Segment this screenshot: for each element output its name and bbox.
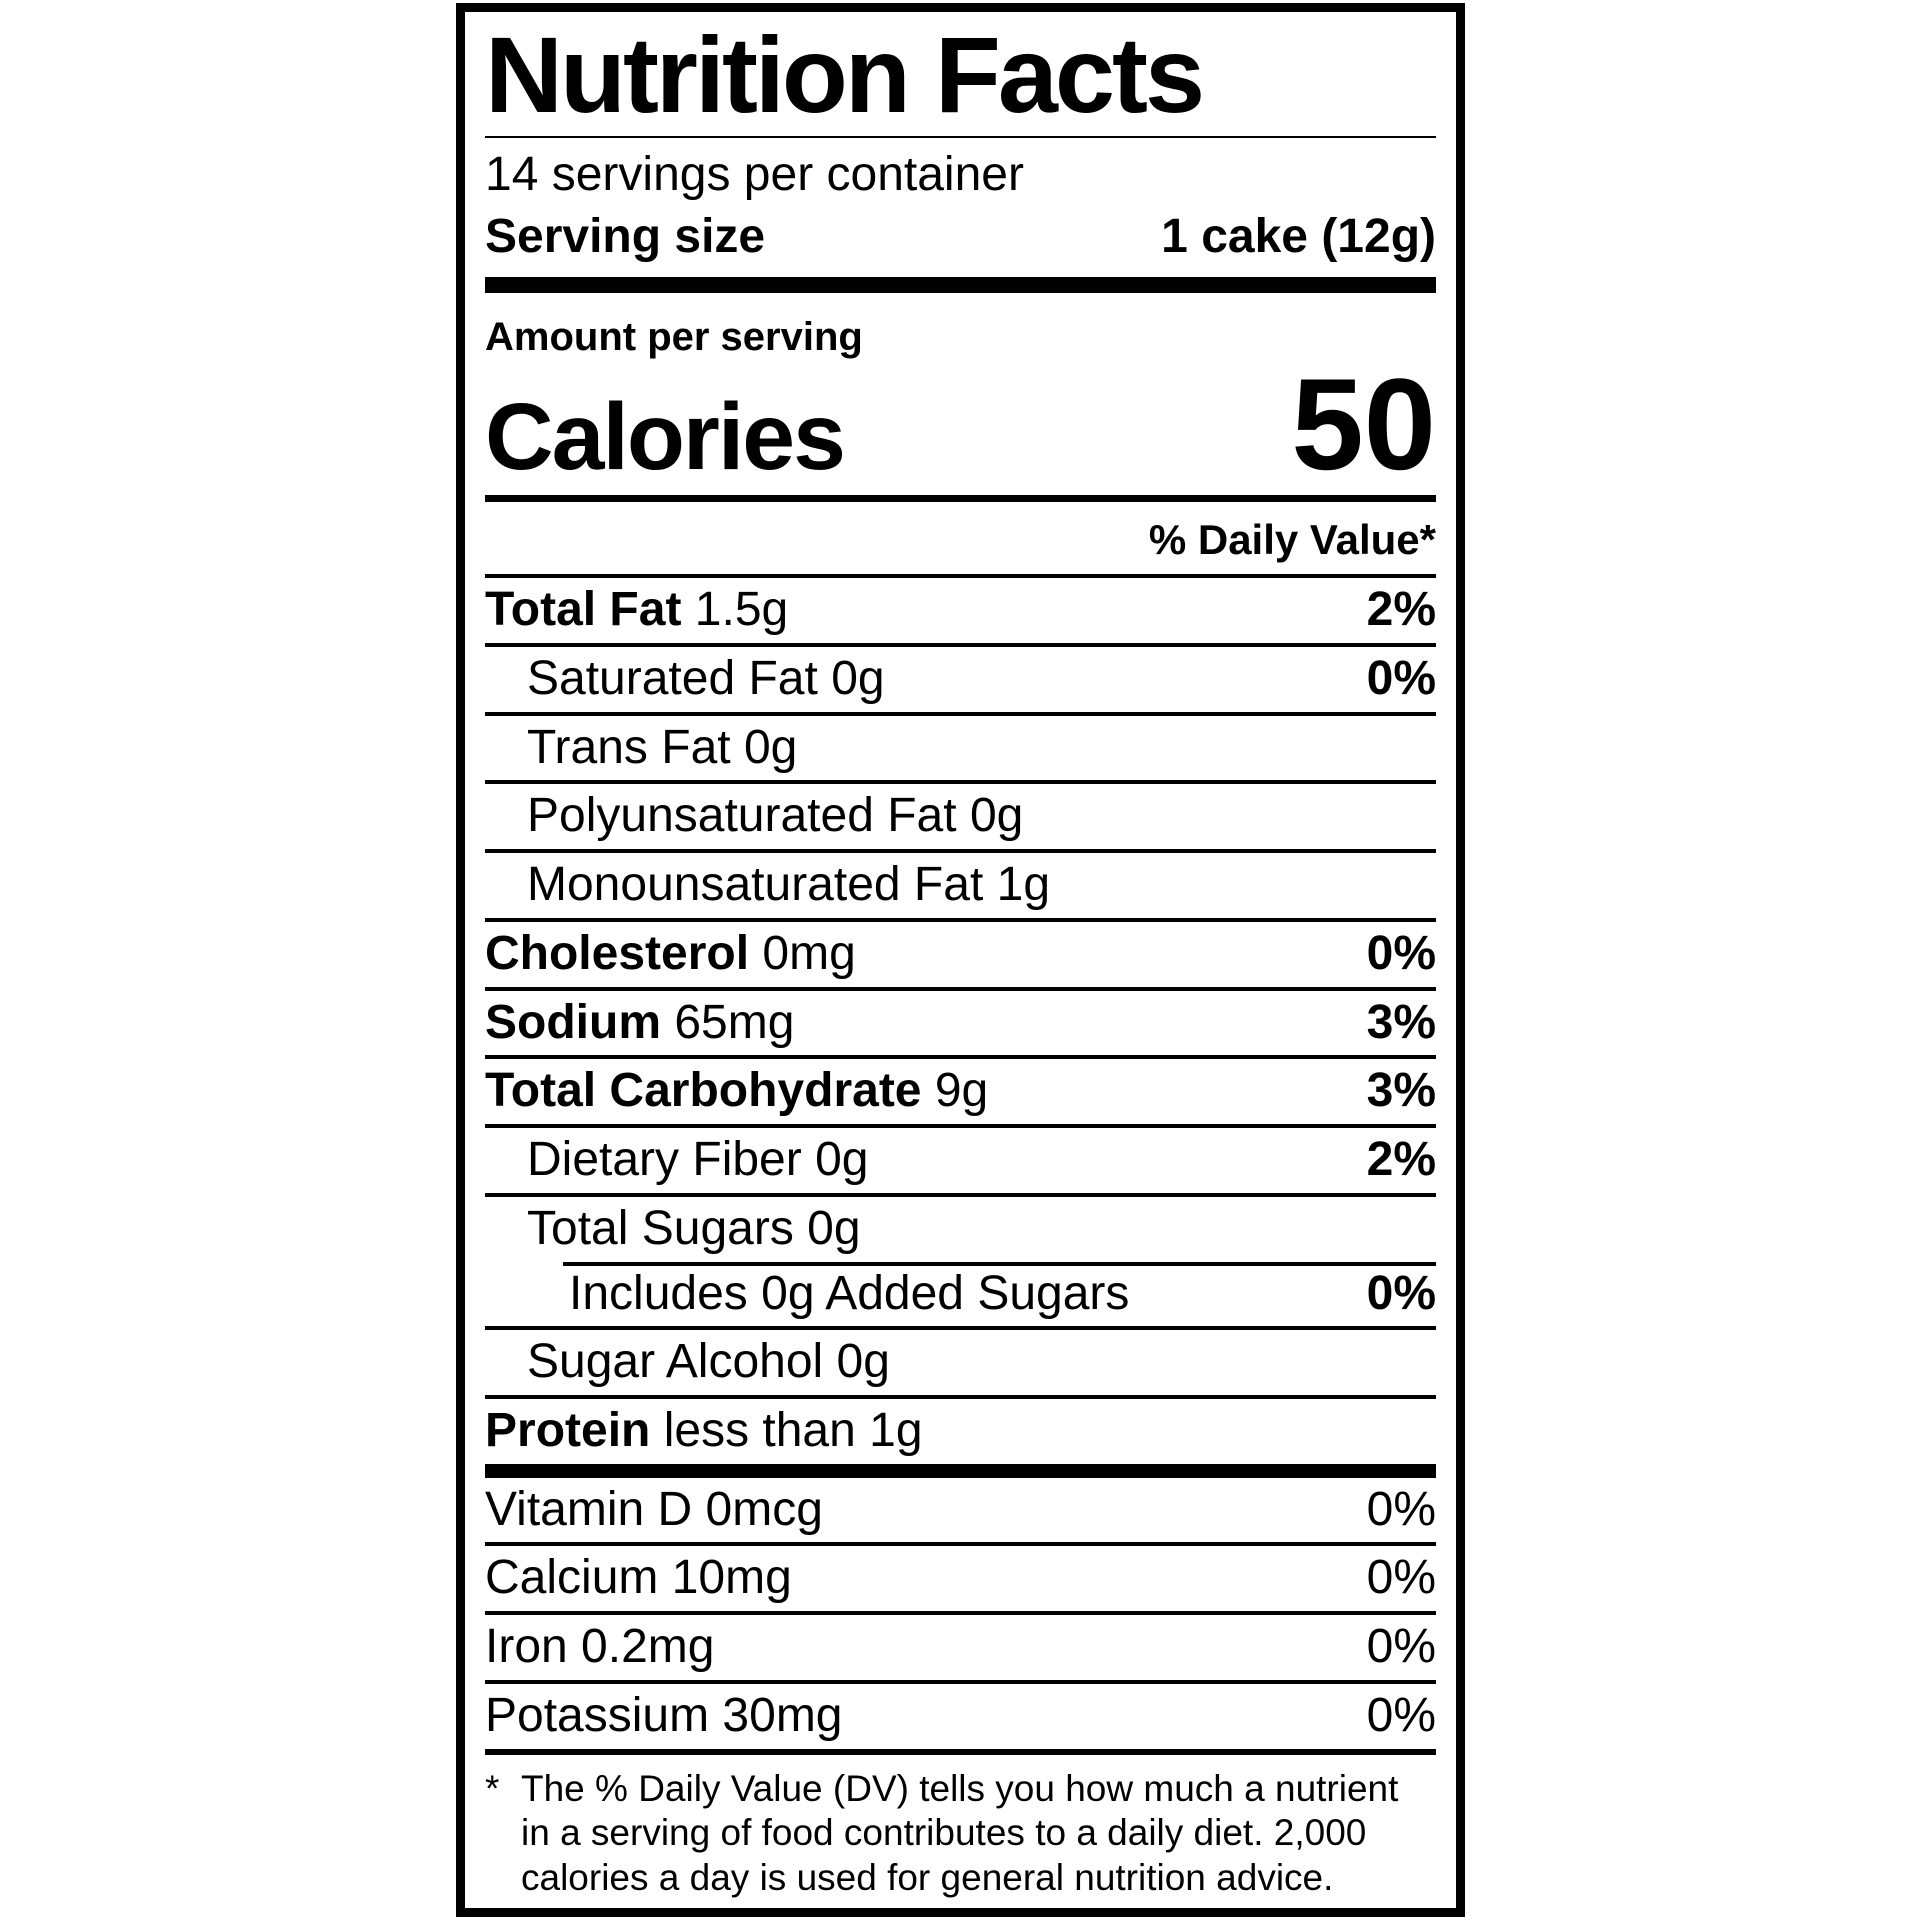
nutrient-row-left: Includes 0g Added Sugars: [485, 1267, 1129, 1321]
nutrient-dv: 2%: [1366, 583, 1436, 637]
nutrient-amount: 0mg: [762, 926, 856, 980]
nutrient-amount: 1g: [996, 858, 1051, 912]
nutrition-facts-label: Nutrition Facts 14 servings per containe…: [456, 3, 1465, 1917]
micronutrient-dv: 0%: [1366, 1551, 1436, 1605]
nutrient-row: Total Sugars 0g: [485, 1192, 1436, 1262]
calories-row: Calories 50: [485, 351, 1436, 498]
nutrient-row: Total Fat 1.5g 2%: [485, 574, 1436, 643]
nutrient-row-left: Sodium 65mg: [485, 996, 794, 1050]
nutrient-name: Includes 0g Added Sugars: [569, 1266, 1130, 1320]
nutrient-row: Dietary Fiber 0g 2%: [485, 1124, 1436, 1193]
micronutrient-row: Vitamin D 0mcg 0%: [485, 1478, 1436, 1543]
nutrient-amount: 0g: [969, 789, 1024, 843]
nutrient-amount: 0g: [831, 651, 885, 705]
nutrient-row: Monounsaturated Fat 1g: [485, 849, 1436, 918]
nutrient-rows: Total Fat 1.5g 2% Saturated Fat 0g 0% Trans …: [485, 574, 1436, 1464]
nutrient-row-left: Total Sugars 0g: [485, 1202, 861, 1256]
title-divider: [485, 136, 1436, 138]
label-title: Nutrition Facts: [485, 14, 1205, 135]
nutrient-amount: 0g: [807, 1201, 861, 1255]
nutrient-name: Total Fat: [485, 583, 682, 637]
footnote-divider: [485, 1748, 1436, 1755]
nutrient-row-left: Dietary Fiber 0g: [485, 1133, 868, 1187]
nutrient-dv: 0%: [1366, 1266, 1436, 1320]
nutrient-row: Saturated Fat 0g 0%: [485, 642, 1436, 712]
nutrient-row: Total Carbohydrate 9g 3%: [485, 1055, 1436, 1124]
nutrient-row-left: Sugar Alcohol 0g: [485, 1335, 890, 1389]
daily-value-header: % Daily Value*: [1148, 516, 1436, 564]
nutrient-amount: 0g: [743, 720, 798, 774]
footnote-asterisk: *: [485, 1767, 500, 1809]
nutrient-name: Saturated Fat: [527, 651, 818, 705]
footnote: * The % Daily Value (DV) tells you how m…: [485, 1755, 1436, 1900]
nutrient-row-left: Total Carbohydrate 9g: [485, 1064, 988, 1118]
micronutrient-dv: 0%: [1366, 1482, 1436, 1536]
nutrient-row: Polyunsaturated Fat 0g: [485, 780, 1436, 849]
nutrient-row-left: Protein less than 1g: [485, 1404, 923, 1458]
nutrient-row: Sodium 65mg 3%: [485, 986, 1436, 1056]
serving-size-row: Serving size 1 cake (12g): [485, 210, 1436, 264]
nutrient-name: Total Sugars: [527, 1201, 794, 1255]
nutrient-name: Sugar Alcohol: [527, 1335, 824, 1389]
nutrient-row-left: Trans Fat 0g: [485, 721, 797, 775]
nutrient-name: Sodium: [485, 995, 661, 1049]
nutrient-row: Protein less than 1g: [485, 1395, 1436, 1464]
micronutrient-name: Potassium 30mg: [485, 1688, 843, 1742]
micronutrient-name: Vitamin D 0mcg: [485, 1482, 823, 1536]
amount-per-serving-label: Amount per serving: [485, 315, 863, 360]
footnote-text: The % Daily Value (DV) tells you how muc…: [521, 1767, 1399, 1898]
calories-label: Calories: [485, 384, 846, 491]
nutrient-amount: 0g: [836, 1335, 890, 1389]
micronutrient-dv: 0%: [1366, 1620, 1436, 1674]
micronutrient-dv: 0%: [1366, 1688, 1436, 1742]
nutrient-row: Cholesterol 0mg 0%: [485, 917, 1436, 987]
calories-divider: [485, 494, 1436, 503]
nutrient-row-left: Saturated Fat 0g: [485, 652, 885, 706]
micronutrient-row: Potassium 30mg 0%: [485, 1679, 1436, 1749]
nutrient-amount: 0g: [815, 1133, 869, 1187]
nutrient-amount: less than 1g: [663, 1404, 923, 1458]
micronutrient-name: Iron 0.2mg: [485, 1620, 715, 1674]
thick-divider-top: [485, 277, 1436, 294]
thick-divider-bottom: [485, 1463, 1436, 1478]
nutrient-dv: 3%: [1366, 1064, 1436, 1118]
nutrient-row-left: Monounsaturated Fat 1g: [485, 858, 1050, 912]
nutrient-name: Cholesterol: [485, 926, 750, 980]
serving-size-value: 1 cake (12g): [1161, 209, 1436, 263]
micronutrient-name: Calcium 10mg: [485, 1551, 792, 1605]
nutrient-dv: 2%: [1366, 1133, 1436, 1187]
serving-size-label: Serving size: [485, 209, 766, 263]
nutrient-name: Monounsaturated Fat: [527, 858, 984, 912]
nutrient-row-left: Cholesterol 0mg: [485, 927, 856, 981]
nutrient-name: Dietary Fiber: [527, 1133, 802, 1187]
nutrient-amount: 65mg: [674, 995, 795, 1049]
calories-value: 50: [1291, 351, 1436, 498]
micronutrient-row: Calcium 10mg 0%: [485, 1542, 1436, 1611]
nutrient-name: Protein: [485, 1404, 651, 1458]
nutrient-dv: 0%: [1366, 651, 1436, 705]
servings-per-container: 14 servings per container: [485, 147, 1024, 201]
nutrient-row: Trans Fat 0g: [485, 711, 1436, 781]
nutrient-dv: 3%: [1366, 995, 1436, 1049]
nutrient-row-left: Polyunsaturated Fat 0g: [485, 789, 1023, 843]
nutrient-row: Sugar Alcohol 0g: [485, 1326, 1436, 1395]
nutrient-amount: 9g: [934, 1064, 989, 1118]
nutrient-row-left: Total Fat 1.5g: [485, 583, 788, 637]
nutrient-row: Includes 0g Added Sugars 0%: [485, 1261, 1436, 1327]
nutrient-dv: 0%: [1366, 926, 1436, 980]
nutrient-name: Trans Fat: [527, 720, 731, 774]
nutrient-name: Polyunsaturated Fat: [527, 789, 957, 843]
nutrient-amount: 1.5g: [694, 583, 789, 637]
micronutrient-row: Iron 0.2mg 0%: [485, 1611, 1436, 1680]
micronutrient-rows: Vitamin D 0mcg 0% Calcium 10mg 0% Iron 0.2mg…: [485, 1478, 1436, 1749]
nutrient-name: Total Carbohydrate: [485, 1064, 922, 1118]
